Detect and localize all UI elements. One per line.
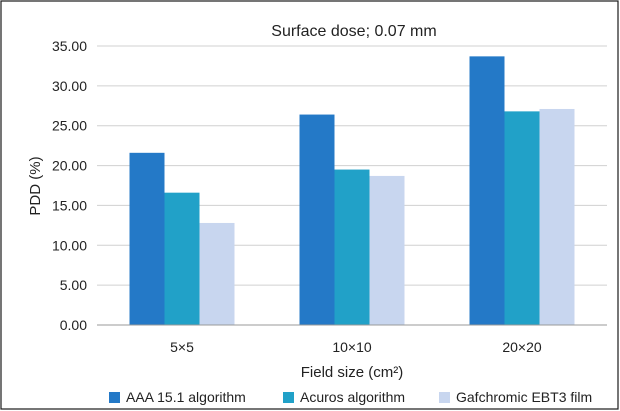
bar (369, 175, 405, 325)
y-tick-label: 25.00 (52, 118, 87, 134)
bar (164, 192, 200, 325)
legend-label: Gafchromic EBT3 film (456, 389, 592, 405)
x-axis-label: Field size (cm²) (301, 364, 404, 381)
y-tick-label: 15.00 (52, 197, 87, 213)
y-tick-label: 0.00 (60, 317, 87, 333)
legend: AAA 15.1 algorithm Acuros algorithm Gafchr… (109, 389, 592, 405)
legend-label: Acuros algorithm (300, 389, 405, 405)
x-tick-label: 20×20 (502, 339, 542, 355)
bar (504, 111, 540, 325)
x-tick-labels: 5×5 10×10 20×20 (170, 339, 542, 355)
bar (129, 152, 165, 325)
y-tick-label: 35.00 (52, 38, 87, 54)
legend-swatch (439, 392, 450, 403)
y-tick-label: 20.00 (52, 158, 87, 174)
x-tick-label: 10×10 (332, 339, 372, 355)
y-tick-label: 10.00 (52, 237, 87, 253)
legend-label: AAA 15.1 algorithm (126, 389, 246, 405)
y-tick-labels: 0.00 5.00 10.00 15.00 20.00 25.00 30.00 35.00 (52, 38, 87, 333)
bar (469, 56, 505, 326)
y-axis-label: PDD (%) (27, 156, 44, 215)
bar (299, 114, 335, 325)
bar (334, 169, 370, 325)
y-tick-label: 5.00 (60, 277, 87, 293)
bar (539, 108, 575, 325)
x-tick-label: 5×5 (170, 339, 194, 355)
chart-title: Surface dose; 0.07 mm (271, 23, 436, 40)
legend-swatch (283, 392, 294, 403)
legend-swatch (109, 392, 120, 403)
bar (199, 222, 235, 325)
y-tick-label: 30.00 (52, 78, 87, 94)
bars (129, 56, 575, 326)
